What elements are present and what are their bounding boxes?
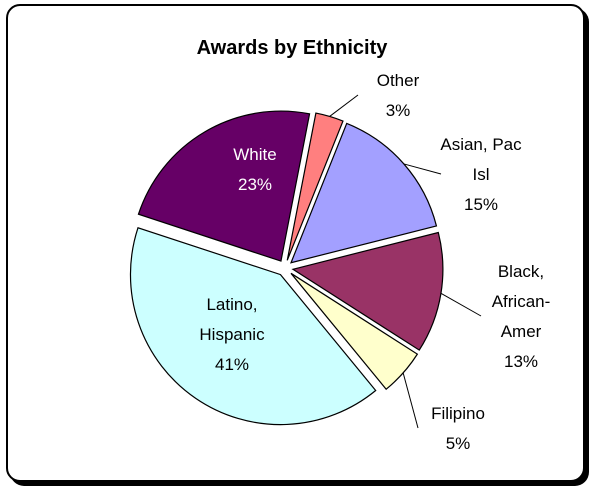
slice-category-label: Amer (501, 322, 542, 341)
slice-category-label: Hispanic (199, 325, 265, 344)
slice-label-black-african-amer: Black, African- Amer 13% (492, 262, 551, 371)
slice-labels: Other 3% Asian, Pac Isl 15% Black, African- Ame… (199, 71, 550, 453)
slice-category-label: Asian, Pac (440, 135, 522, 154)
slice-percent-label: 3% (386, 101, 411, 120)
leader-line-other (329, 94, 359, 117)
pie-slices (129, 110, 444, 426)
slice-category-label: Latino, (206, 295, 257, 314)
slice-label-filipino: Filipino 5% (431, 404, 485, 453)
slice-label-white: White 23% (233, 145, 276, 194)
slice-percent-label: 15% (464, 195, 498, 214)
slice-percent-label: 23% (238, 175, 272, 194)
leader-line-asian-pac-isl (403, 163, 442, 175)
leader-line-filipino (402, 372, 419, 429)
leader-line-black-african-amer (440, 292, 482, 317)
slice-percent-label: 5% (446, 434, 471, 453)
slice-label-asian-pac-isl: Asian, Pac Isl 15% (440, 135, 522, 214)
slice-category-label: Other (377, 71, 420, 90)
pie-slice-asian-pac-isl (290, 122, 438, 264)
pie-slice-latino-hispanic (129, 226, 377, 426)
slice-category-label: African- (492, 292, 551, 311)
slice-category-label: Isl (473, 165, 490, 184)
slice-category-label: Black, (498, 262, 544, 281)
leader-lines (329, 94, 482, 429)
slice-percent-label: 13% (504, 352, 538, 371)
slice-percent-label: 41% (215, 355, 249, 374)
slice-category-label: Filipino (431, 404, 485, 423)
pie-slice-filipino (290, 272, 419, 391)
pie-slice-white (137, 110, 311, 262)
slice-category-label: White (233, 145, 276, 164)
slice-label-other: Other 3% (377, 71, 420, 120)
slice-label-latino-hispanic: Latino, Hispanic 41% (199, 295, 265, 374)
pie-slice-black-african-amer (291, 231, 444, 351)
chart-title: Awards by Ethnicity (197, 37, 389, 59)
